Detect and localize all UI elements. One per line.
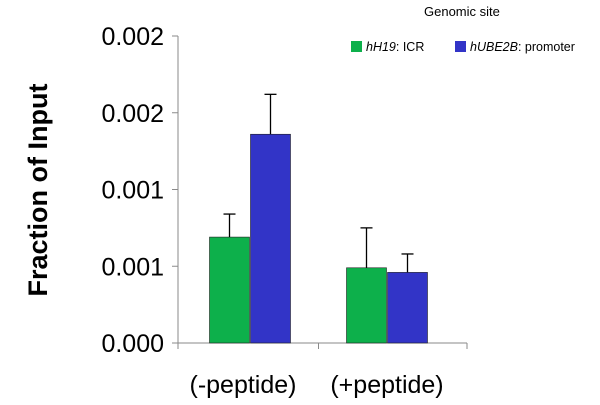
legend-swatch	[351, 41, 362, 52]
x-category-label: (+peptide)	[330, 371, 443, 399]
legend-label-rest: : promoter	[518, 40, 575, 54]
bar	[387, 272, 428, 344]
legend-label-rest: : ICR	[396, 40, 424, 54]
x-category-label: (-peptide)	[190, 371, 297, 399]
y-axis-label: Fraction of Input	[23, 84, 53, 297]
y-tick-label: 0.000	[101, 330, 164, 358]
bars	[209, 133, 428, 344]
legend-label-italic: hUBE2B	[470, 40, 518, 54]
bar	[250, 133, 291, 344]
legend-title: Genomic site	[424, 4, 500, 19]
y-tick-label: 0.001	[101, 253, 164, 281]
y-axis-label-group: Fraction of Input	[23, 84, 53, 297]
y-tick-label: 0.001	[101, 177, 164, 205]
bar	[346, 267, 387, 344]
legend-label: hH19: ICR	[366, 40, 424, 54]
y-tick-label: 0.002	[101, 23, 164, 51]
legend: Genomic site hH19: ICR hUBE2B: promoter	[351, 4, 575, 54]
x-ticks: (-peptide) (+peptide)	[177, 343, 468, 399]
y-ticks: 0.000 0.001 0.001 0.002 0.002	[101, 23, 178, 358]
legend-label: hUBE2B: promoter	[470, 40, 575, 54]
legend-label-italic: hH19	[366, 40, 396, 54]
error-bars	[223, 93, 414, 273]
y-tick-label: 0.002	[101, 100, 164, 128]
bar	[209, 236, 250, 344]
legend-swatch	[455, 41, 466, 52]
